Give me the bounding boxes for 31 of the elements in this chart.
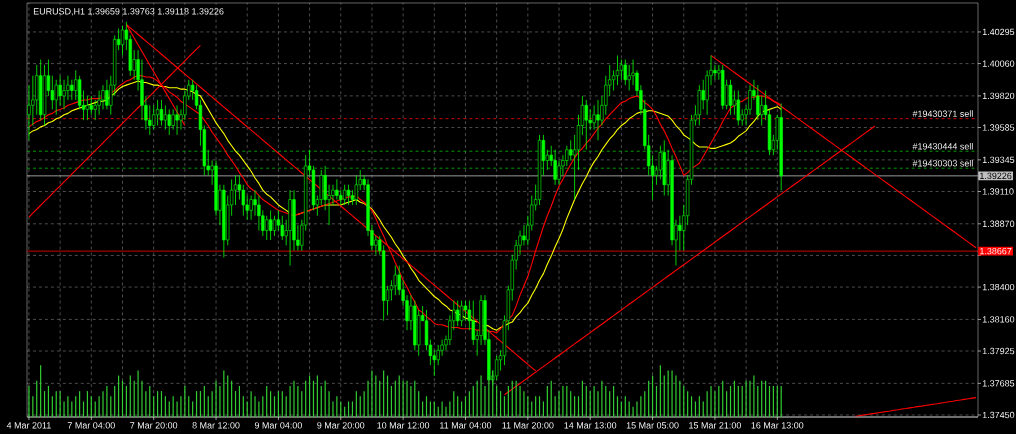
x-tick-label: 14 Mar 13:00: [564, 422, 617, 429]
y-tick-label: 1.39345: [982, 156, 1015, 164]
y-tick-label: 1.39110: [982, 188, 1014, 195]
x-tick-label: 10 Mar 12:00: [377, 422, 430, 429]
y-tick-label: 1.38870: [982, 220, 1015, 227]
x-tick-label: 11 Mar 04:00: [440, 422, 492, 429]
x-tick-label: 9 Mar 04:00: [254, 422, 302, 429]
ref-line-label: #19430444 sell: [912, 142, 973, 150]
ref-line-label: 1.38667: [980, 247, 1012, 255]
y-tick-label: 1.37685: [982, 380, 1015, 387]
y-tick-label: 1.40060: [982, 60, 1015, 67]
x-tick-label: 8 Mar 12:00: [192, 422, 240, 429]
y-tick-label: 1.38400: [982, 283, 1015, 291]
chart-title: EURUSD,H1 1.39659 1.39763 1.39118 1.39226: [33, 8, 224, 16]
ref-line-label: #19430371 sell: [912, 110, 973, 117]
x-tick-label: 15 Mar 05:00: [626, 422, 679, 429]
y-tick-label: 1.37450: [982, 411, 1015, 419]
x-tick-label: 16 Mar 13:00: [751, 422, 804, 429]
x-tick-label: 7 Mar 20:00: [130, 422, 178, 429]
ref-line-label: #19430303 sell: [912, 159, 973, 167]
x-tick-label: 15 Mar 21:00: [689, 422, 741, 429]
y-tick-label: 1.38160: [982, 316, 1015, 323]
ref-line-label: 1.39226: [980, 172, 1012, 180]
x-tick-label: 4 Mar 2011: [6, 422, 51, 429]
y-tick-label: 1.37925: [982, 347, 1015, 355]
x-tick-label: 7 Mar 04:00: [67, 422, 115, 429]
x-tick-label: 11 Mar 20:00: [502, 422, 554, 429]
y-tick-label: 1.40295: [982, 28, 1015, 36]
y-tick-label: 1.39820: [982, 92, 1015, 100]
y-tick-label: 1.39585: [982, 124, 1015, 131]
x-tick-label: 9 Mar 20:00: [317, 422, 365, 429]
